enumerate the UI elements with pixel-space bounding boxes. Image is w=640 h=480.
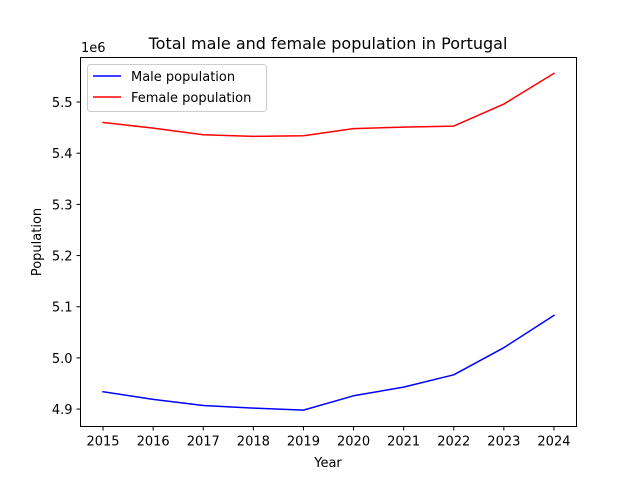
- x-tick-label: 2018: [237, 435, 270, 450]
- y-tick-label: 5.2: [52, 250, 73, 265]
- plot-frame: [80, 57, 577, 427]
- y-offset-label: 1e6: [81, 41, 106, 56]
- legend-label-male: Male population: [131, 70, 235, 85]
- y-axis-label: Population: [30, 208, 45, 276]
- x-axis-label: Year: [313, 456, 342, 471]
- y-tick-label: 4.9: [52, 403, 73, 418]
- x-tick-label: 2024: [537, 435, 570, 450]
- y-axis: 4.9 5.0 5.1 5.2 5.3 5.4 5.5: [52, 96, 81, 418]
- x-tick-label: 2015: [86, 435, 119, 450]
- x-tick-label: 2022: [437, 435, 470, 450]
- x-tick-label: 2023: [487, 435, 520, 450]
- y-tick-label: 5.4: [52, 147, 73, 162]
- legend-box: [87, 64, 267, 112]
- y-tick-label: 5.5: [52, 96, 73, 111]
- x-tick-label: 2021: [387, 435, 420, 450]
- legend-label-female: Female population: [131, 91, 251, 106]
- chart-title: Total male and female population in Port…: [148, 34, 508, 53]
- plot-area: [102, 72, 555, 411]
- y-tick-label: 5.0: [52, 352, 73, 367]
- x-tick-label: 2017: [187, 435, 220, 450]
- x-tick-label: 2019: [287, 435, 320, 450]
- x-tick-label: 2016: [137, 435, 170, 450]
- series-line-female: [102, 72, 555, 138]
- x-axis: 2015 2016 2017 2018 2019 2020 2021 2022 2023 2024: [86, 426, 571, 450]
- y-tick-label: 5.1: [52, 301, 73, 316]
- series-line-male: [102, 314, 555, 411]
- y-tick-label: 5.3: [52, 198, 73, 213]
- legend: Male population Female population: [87, 64, 267, 112]
- x-tick-label: 2020: [337, 435, 370, 450]
